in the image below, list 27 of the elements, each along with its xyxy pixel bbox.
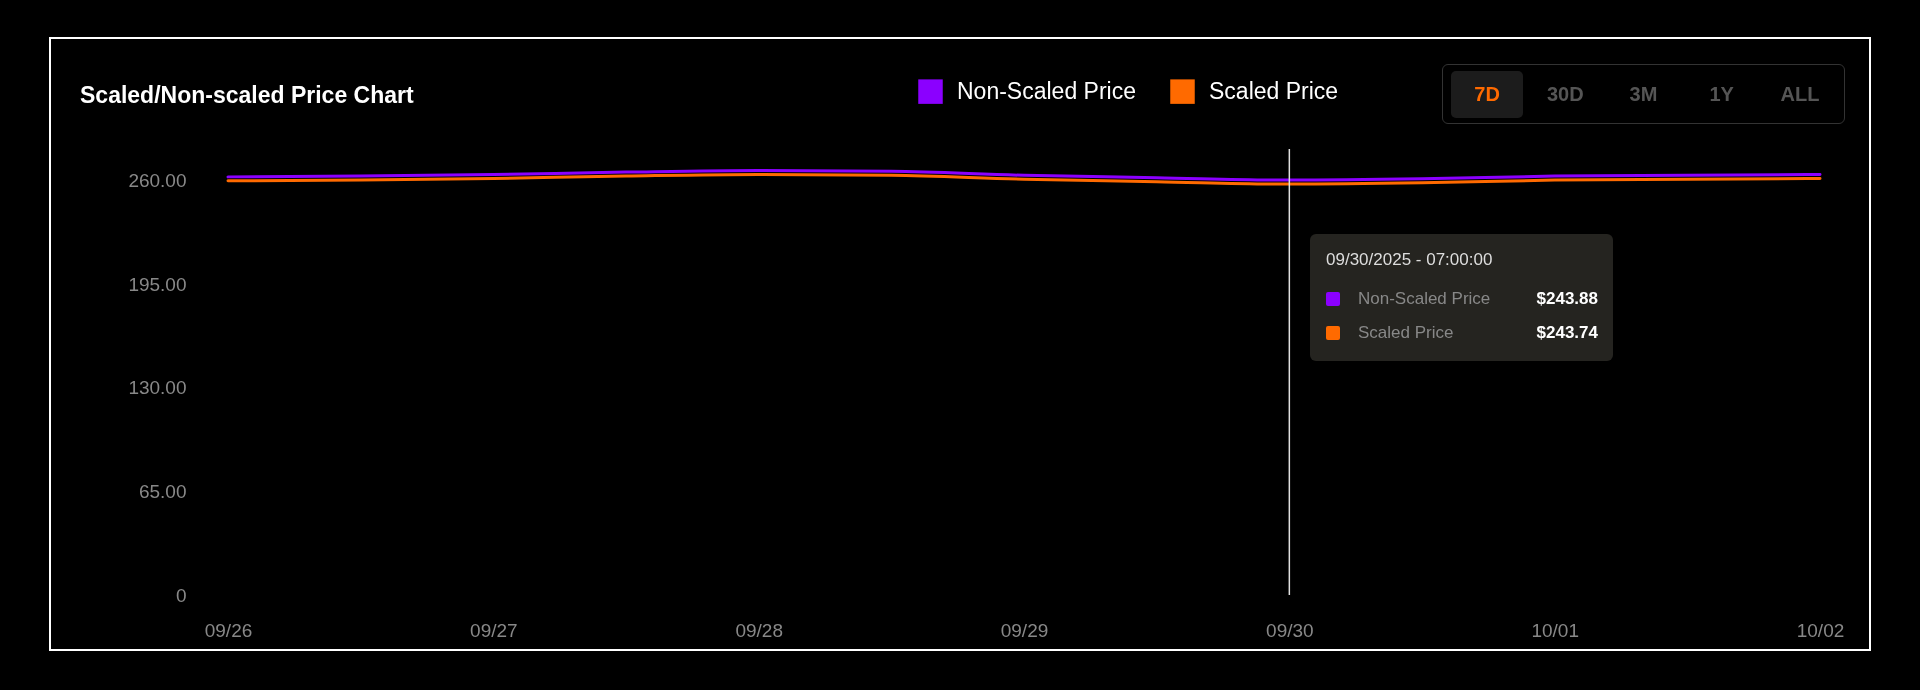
chart-title: Scaled/Non-scaled Price Chart (80, 82, 414, 109)
y-tick-label: 0 (175, 584, 187, 606)
text: 1Y (1708, 81, 1735, 107)
text: Scaled Price (1358, 323, 1454, 342)
x-tick-label: 09/28 (735, 619, 783, 641)
text: 7D (1451, 70, 1524, 118)
x-tick-label: 10/02 (1796, 619, 1845, 641)
annotation: 09/30/2025 - 07:00:00 (1326, 250, 1493, 270)
y-tick-label: 65.00 (138, 480, 187, 502)
legend-label: Non-Scaled Price (957, 77, 1136, 104)
x-tick-label: 09/26 (204, 619, 253, 641)
x-tick-label: 09/30 (1266, 619, 1314, 641)
text: Non-Scaled Price (1358, 289, 1491, 308)
annotation: $243.74 (1536, 323, 1598, 343)
x-tick-label: 09/29 (1000, 619, 1049, 641)
y-tick-label: 130.00 (128, 377, 187, 399)
text: 3M (1628, 81, 1659, 107)
legend-label: Scaled Price (1209, 77, 1339, 104)
line-series (226, 169, 1822, 182)
y-tick-label: 195.00 (128, 273, 187, 295)
y-tick-label: 260.00 (128, 170, 187, 192)
line-series (226, 172, 1822, 186)
annotation: $243.88 (1536, 289, 1598, 309)
x-tick-label: 10/01 (1531, 619, 1579, 641)
text: ALL (1779, 81, 1821, 107)
x-tick-label: 09/27 (470, 619, 518, 641)
text: 30D (1545, 81, 1585, 107)
